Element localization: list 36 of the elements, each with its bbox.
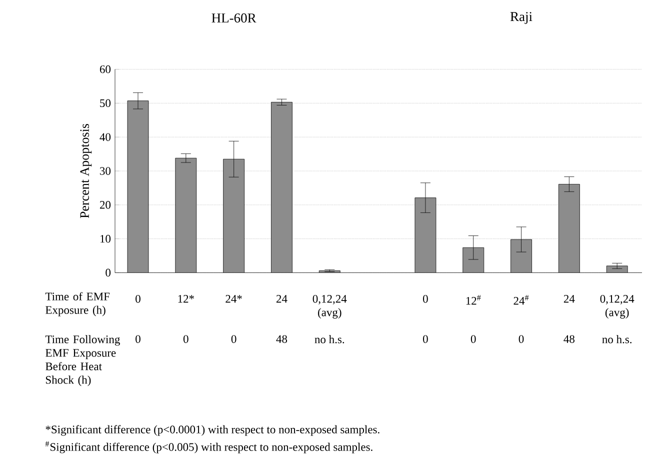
text: 0 [423, 335, 428, 343]
x-tick-label: 0,12,24 (avg) [600, 294, 634, 319]
x-tick-label: 24$^{#}$ [514, 294, 529, 305]
x-tick-label: 24* [226, 294, 242, 303]
x-tick-label: 12$^{#}$ [466, 294, 481, 305]
y-tick-label: 40 [100, 133, 111, 141]
text: Time Following EMF Exposure Before Heat Shock (h) [45, 335, 120, 386]
text: HL-60R [212, 13, 256, 23]
y-tick-label: 30 [100, 167, 111, 175]
y-tick-label: 10 [100, 234, 111, 243]
text: 0 [231, 335, 236, 343]
x-tick-label: 12* [178, 294, 194, 303]
text: no h.s. [602, 335, 632, 344]
text: 48 [276, 335, 288, 343]
y-axis-title: Percent Apoptosis [80, 124, 92, 218]
x-tick-label: 24 [564, 294, 575, 303]
x-tick-label: 0 [423, 294, 428, 303]
bar [462, 247, 484, 273]
y-tick-label: 60 [100, 65, 111, 74]
bar [606, 266, 628, 273]
text: 0 [470, 335, 476, 343]
y-tick-label: 50 [100, 99, 111, 108]
text: Raji [510, 12, 532, 24]
x-tick-label: 0,12,24 (avg) [312, 294, 347, 319]
text: no h.s. [314, 335, 344, 344]
text: $^{#}$Significant difference (p<0.005) with respect to non-exposed samples. [45, 441, 372, 454]
text: Time of EMF Exposure (h) [45, 292, 110, 316]
x-tick-label: 0 [136, 294, 140, 303]
text: *Significant difference (p<0.0001) with respect to non-exposed samples. [46, 425, 380, 436]
text: 48 [564, 335, 574, 343]
text: 0 [518, 335, 524, 343]
text: 0 [136, 335, 140, 343]
y-tick-label: 20 [100, 201, 111, 209]
text: 0 [183, 335, 188, 343]
x-tick-label: 24 [276, 294, 288, 303]
y-tick-label: 0 [106, 268, 111, 277]
